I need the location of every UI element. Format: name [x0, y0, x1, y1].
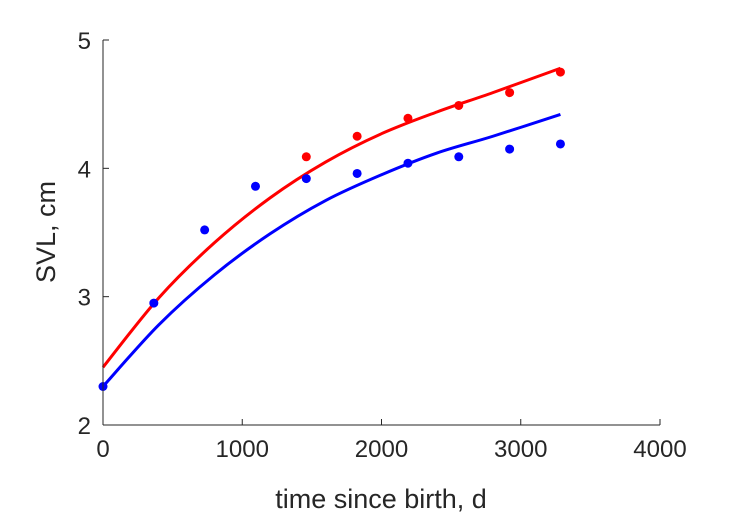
data-point — [555, 67, 565, 77]
data-point — [454, 100, 464, 110]
x-ticks: 0 1000 2000 3000 4000 — [96, 419, 687, 463]
y-tick-label: 5 — [78, 28, 91, 55]
data-point — [403, 158, 413, 168]
series-0 — [101, 66, 565, 369]
fit-curve — [101, 113, 561, 388]
data-point — [352, 131, 362, 141]
x-tick-label: 4000 — [633, 436, 686, 463]
x-tick-label: 3000 — [494, 436, 547, 463]
x-axis-label: time since birth, d — [275, 484, 487, 514]
x-tick-label: 2000 — [355, 436, 408, 463]
y-axis-label: SVL, cm — [31, 181, 61, 283]
data-point — [250, 181, 260, 191]
y-ticks: 2 3 4 5 — [78, 28, 109, 440]
x-axis: 0 1000 2000 3000 4000 — [96, 419, 687, 463]
data-point — [555, 139, 565, 149]
data-point — [352, 168, 362, 178]
x-tick-label: 1000 — [216, 436, 269, 463]
y-tick-label: 2 — [78, 413, 91, 440]
data-point — [200, 225, 210, 235]
x-tick-label: 0 — [96, 436, 109, 463]
data-point — [454, 152, 464, 162]
data-point — [505, 88, 515, 98]
data-point — [301, 174, 311, 184]
data-point — [403, 113, 413, 123]
series-1 — [98, 113, 565, 391]
y-tick-label: 3 — [78, 285, 91, 312]
data-point — [149, 298, 159, 308]
data-point — [505, 144, 515, 154]
y-axis: 2 3 4 5 — [78, 28, 109, 440]
y-tick-label: 4 — [78, 156, 91, 183]
plot-area — [98, 66, 565, 391]
data-point — [301, 152, 311, 162]
fit-curve — [101, 66, 561, 369]
